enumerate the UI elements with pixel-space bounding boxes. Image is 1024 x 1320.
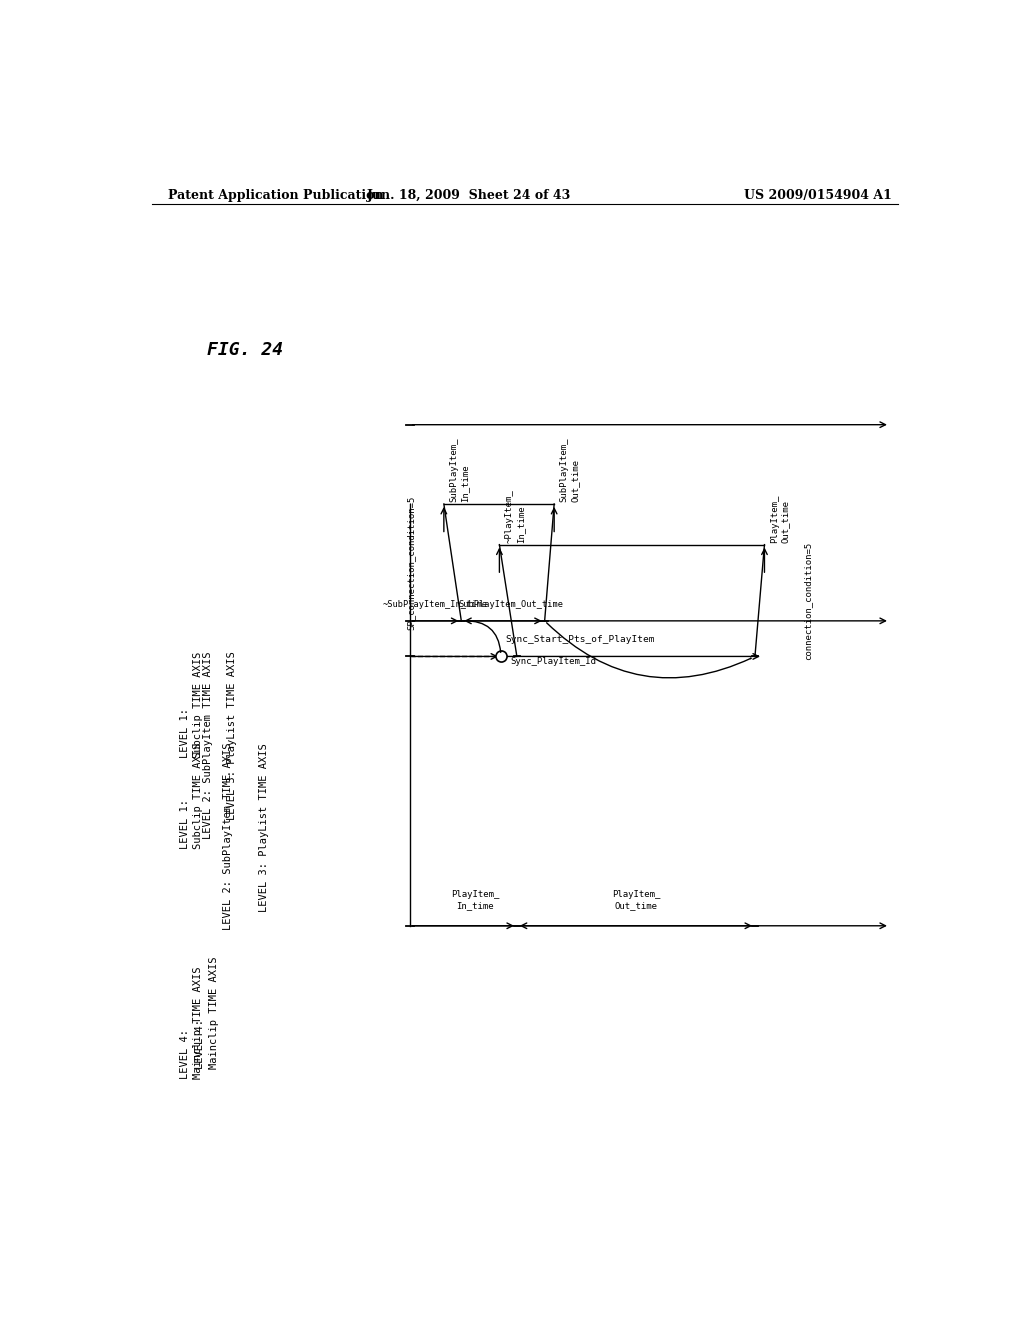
- Text: US 2009/0154904 A1: US 2009/0154904 A1: [744, 189, 892, 202]
- Text: SP_connection_condition=5: SP_connection_condition=5: [407, 495, 415, 630]
- Text: Sync_Start_Pts_of_PlayItem: Sync_Start_Pts_of_PlayItem: [505, 635, 654, 644]
- Text: Jun. 18, 2009  Sheet 24 of 43: Jun. 18, 2009 Sheet 24 of 43: [368, 189, 571, 202]
- Text: ~SubPlayItem_In_time: ~SubPlayItem_In_time: [383, 599, 488, 609]
- Text: LEVEL 2: SubPlayItem TIME AXIS: LEVEL 2: SubPlayItem TIME AXIS: [204, 651, 213, 838]
- Text: SubPlayItem_Out_time: SubPlayItem_Out_time: [459, 599, 563, 609]
- Text: LEVEL 2: SubPlayItem TIME AXIS: LEVEL 2: SubPlayItem TIME AXIS: [223, 743, 233, 931]
- Text: LEVEL 1:
Subclip TIME AXIS: LEVEL 1: Subclip TIME AXIS: [179, 743, 203, 849]
- FancyArrowPatch shape: [464, 620, 501, 652]
- Text: LEVEL 4:
Mainclip TIME AXIS: LEVEL 4: Mainclip TIME AXIS: [196, 956, 219, 1069]
- Text: Patent Application Publication: Patent Application Publication: [168, 189, 383, 202]
- Text: SubPlayItem_
Out_time: SubPlayItem_ Out_time: [560, 437, 580, 502]
- Text: connection_condition=5: connection_condition=5: [804, 541, 813, 660]
- Text: PlayItem_
Out_time: PlayItem_ Out_time: [611, 891, 660, 911]
- Text: PlayItem_
Out_time: PlayItem_ Out_time: [770, 494, 791, 543]
- Text: SubPlayItem_
In_time: SubPlayItem_ In_time: [450, 437, 470, 502]
- Text: LEVEL 3: PlayList TIME AXIS: LEVEL 3: PlayList TIME AXIS: [259, 743, 269, 912]
- Text: FIG. 24: FIG. 24: [207, 342, 284, 359]
- Text: LEVEL 3: PlayList TIME AXIS: LEVEL 3: PlayList TIME AXIS: [227, 651, 238, 820]
- FancyArrowPatch shape: [547, 623, 751, 678]
- Text: Sync_PlayItem_Id: Sync_PlayItem_Id: [511, 657, 597, 667]
- Text: ~PlayItem_
In_time: ~PlayItem_ In_time: [505, 488, 525, 543]
- Text: LEVEL 4:
Mainclip TIME AXIS: LEVEL 4: Mainclip TIME AXIS: [179, 966, 203, 1078]
- Text: PlayItem_
In_time: PlayItem_ In_time: [451, 891, 500, 911]
- Text: LEVEL 1:
Subclip TIME AXIS: LEVEL 1: Subclip TIME AXIS: [179, 651, 203, 758]
